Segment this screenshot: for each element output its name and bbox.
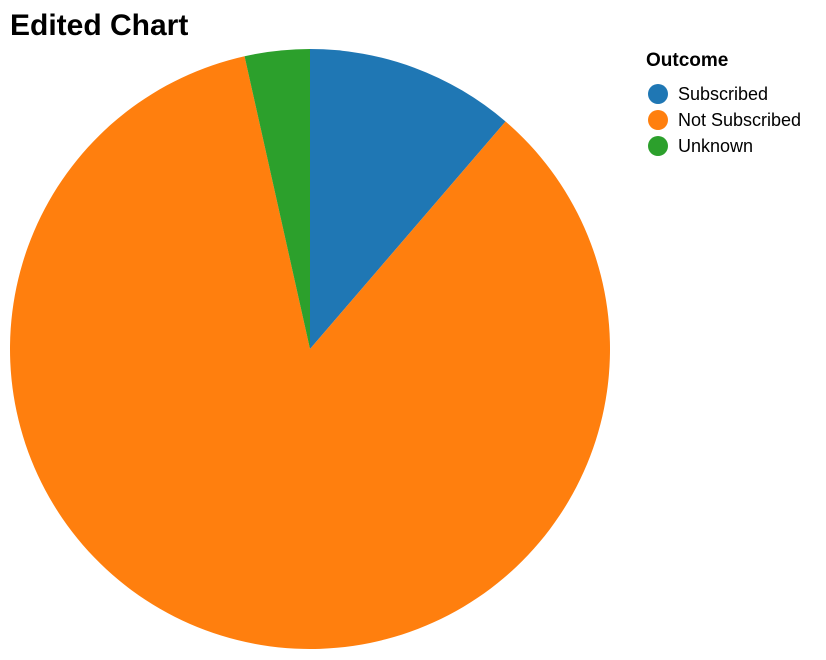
legend-swatch-not-subscribed xyxy=(648,110,668,130)
legend-swatch-subscribed xyxy=(648,84,668,104)
pie-slice-not-subscribed xyxy=(9,56,610,649)
pie-slice-subscribed xyxy=(310,49,506,349)
legend-label-not-subscribed: Not Subscribed xyxy=(678,109,802,130)
legend-label-unknown: Unknown xyxy=(678,135,754,156)
legend-swatch-unknown xyxy=(648,136,668,156)
chart-title: Edited Chart xyxy=(10,9,189,42)
legend-item-subscribed: Subscribed xyxy=(646,81,801,107)
legend-item-not-subscribed: Not Subscribed xyxy=(646,107,801,133)
legend-item-unknown: Unknown xyxy=(646,133,801,159)
legend-items: Subscribed Not Subscribed Unknown xyxy=(646,81,801,159)
legend-title: Outcome xyxy=(646,50,729,71)
legend: Outcome Subscribed Not Subscribed Unknown xyxy=(646,49,801,159)
pie-slice-unknown xyxy=(244,49,310,349)
legend-label-subscribed: Subscribed xyxy=(678,83,769,104)
